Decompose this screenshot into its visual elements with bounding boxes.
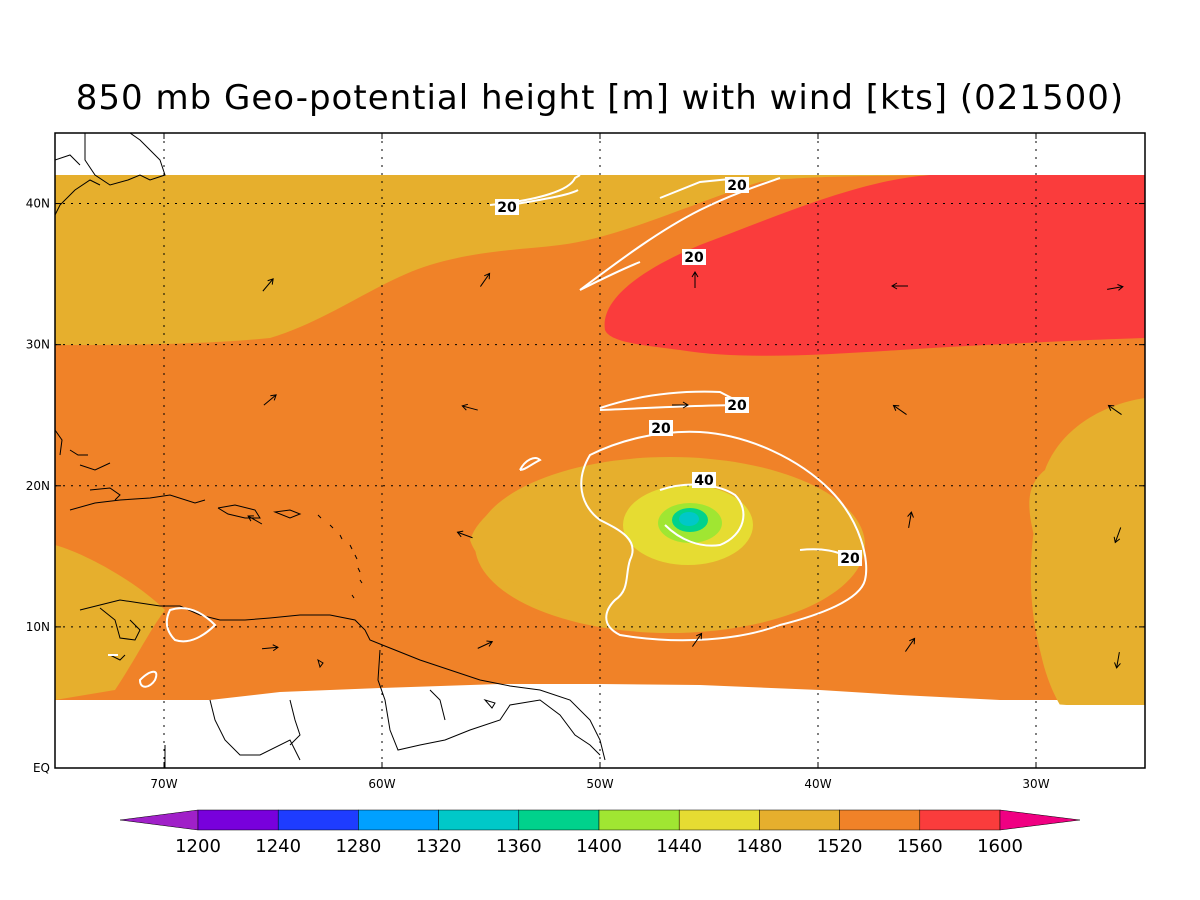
colorbar-swatch <box>678 809 760 831</box>
lon-tick-label: 70W <box>150 777 177 791</box>
contour-label: 20 <box>497 200 517 216</box>
height-field-1600-high <box>604 175 1145 356</box>
colorbar-label: 1320 <box>416 836 462 857</box>
height-field-1360 <box>679 512 699 526</box>
colorbar-label: 1440 <box>656 836 702 857</box>
colorbar-swatch <box>358 809 439 831</box>
lon-tick-label: 40W <box>804 777 831 791</box>
contour-label: 20 <box>651 421 671 437</box>
colorbar-swatch <box>839 809 921 831</box>
wind-arrow <box>1107 284 1124 291</box>
axis-tick-labels: 70W 60W 50W 40W 30W EQ 10N 20N 30N 40N <box>26 197 1050 791</box>
colorbar-swatch <box>518 809 600 831</box>
colorbar-label: 1360 <box>496 836 542 857</box>
lon-tick-label: 50W <box>586 777 613 791</box>
wind-arrow <box>461 403 478 411</box>
wind-arrow <box>1107 404 1122 415</box>
colorbar-swatch <box>759 809 840 831</box>
axis-ticks <box>55 133 1145 769</box>
wind-arrow <box>1113 527 1122 544</box>
wind-arrow <box>247 515 263 525</box>
colorbar-label: 1600 <box>977 836 1023 857</box>
wind-arrow <box>672 401 689 409</box>
wind-arrows <box>247 271 1124 669</box>
colorbar-label: 1400 <box>576 836 622 857</box>
wind-arrow <box>456 530 473 539</box>
colorbar: 1200 1240 1280 1320 1360 1400 1440 1480 1520 1560… <box>119 809 1081 857</box>
lon-tick-label: 30W <box>1022 777 1049 791</box>
colorbar-label: 1280 <box>335 836 381 857</box>
lat-tick-label: 10N <box>26 620 50 634</box>
wind-arrow <box>905 637 916 652</box>
colorbar-swatch <box>197 809 279 831</box>
lon-tick-label: 60W <box>368 777 395 791</box>
lat-lon-grid <box>55 133 1145 768</box>
wind-arrow <box>263 394 277 406</box>
colorbar-label: 1520 <box>817 836 863 857</box>
colorbar-swatch <box>919 809 1001 831</box>
colorbar-label: 1480 <box>736 836 782 857</box>
colorbar-label: 1240 <box>255 836 301 857</box>
lat-tick-label: 40N <box>26 197 50 211</box>
colorbar-swatch <box>598 809 680 831</box>
wind-arrow <box>891 282 908 290</box>
height-field-1520-southwest <box>55 545 165 700</box>
wind-arrow <box>1114 652 1121 669</box>
wind-arrow <box>892 404 907 415</box>
map-title: 850 mb Geo-potential height [m] with win… <box>75 78 1125 118</box>
wind-arrow <box>907 511 914 528</box>
lat-tick-label: 30N <box>26 338 50 352</box>
lat-tick-label: 20N <box>26 479 50 493</box>
colorbar-swatch <box>119 809 199 831</box>
coastlines <box>55 133 606 768</box>
contour-label: 20 <box>727 398 747 414</box>
colorbar-swatch <box>438 809 520 831</box>
wind-arrow <box>691 271 699 288</box>
wind-arrow <box>477 640 494 649</box>
height-field-1520-east <box>1029 398 1145 705</box>
contour-label: 20 <box>684 250 704 266</box>
colorbar-label: 1200 <box>175 836 221 857</box>
colorbar-label: 1560 <box>897 836 943 857</box>
lat-tick-label: EQ <box>33 761 50 775</box>
wind-arrow <box>262 278 274 292</box>
wind-arrow <box>261 644 279 652</box>
wind-arrow <box>692 632 703 647</box>
colorbar-swatch <box>999 809 1081 831</box>
contour-label: 20 <box>840 551 860 567</box>
contour-label: 40 <box>694 473 714 489</box>
contour-label: 20 <box>727 178 747 194</box>
colorbar-swatch <box>277 809 359 831</box>
contour-labels: 20 20 20 20 20 20 40 <box>495 177 862 567</box>
wind-arrow <box>480 272 491 287</box>
